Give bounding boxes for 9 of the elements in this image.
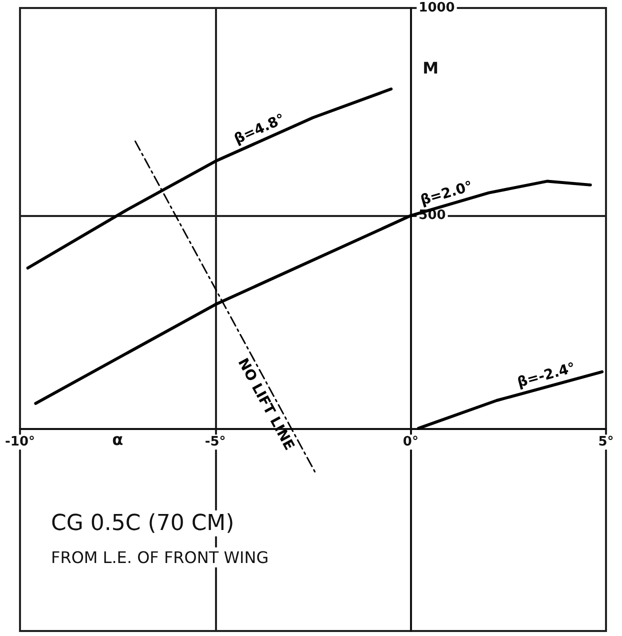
x-axis-title: α (112, 430, 124, 449)
x-tick-label: 5° (598, 434, 614, 450)
x-tick-label: -10° (5, 434, 35, 450)
x-tick-label: -5° (204, 434, 226, 450)
x-tick-label: 0° (402, 434, 418, 450)
annotation: CG 0.5C (70 CM) (51, 510, 234, 536)
y-tick-label: 1000 (418, 0, 455, 16)
y-axis-title: M (422, 58, 439, 78)
annotation: FROM L.E. OF FRONT WING (51, 548, 269, 567)
